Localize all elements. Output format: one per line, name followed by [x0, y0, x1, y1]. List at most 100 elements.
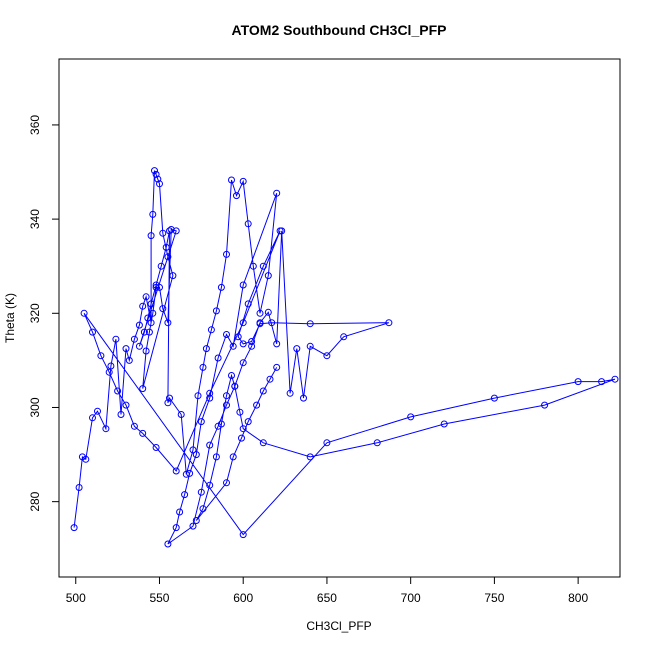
data-point: [159, 229, 167, 237]
data-point: [149, 309, 157, 317]
data-point: [147, 300, 155, 308]
data-point: [194, 392, 202, 400]
data-point: [172, 467, 180, 475]
data-point: [217, 420, 225, 428]
data-point: [197, 418, 205, 426]
data-point: [154, 175, 162, 183]
data-point: [164, 540, 172, 548]
data-point: [239, 359, 247, 367]
data-point: [151, 167, 158, 175]
series-line: [73, 170, 616, 545]
data-point: [286, 389, 294, 397]
data-point: [244, 418, 252, 426]
y-tick-label: 280: [28, 491, 42, 511]
data-point: [117, 411, 125, 418]
data-point: [214, 354, 222, 362]
data-point: [122, 345, 130, 353]
x-tick-label: 500: [66, 591, 86, 605]
data-point: [323, 439, 331, 447]
data-point: [206, 441, 214, 449]
data-point: [172, 227, 180, 235]
data-point: [152, 281, 160, 289]
x-axis-label: CH3Cl_PFP: [306, 619, 371, 633]
data-point: [139, 429, 147, 437]
data-point: [306, 320, 314, 328]
data-point: [189, 522, 197, 530]
x-tick-label: 700: [401, 591, 421, 605]
x-tick-label: 750: [484, 591, 504, 605]
data-point: [97, 352, 105, 360]
data-point: [182, 470, 190, 478]
data-point: [144, 314, 152, 322]
y-tick-label: 340: [28, 209, 42, 229]
data-point: [229, 342, 237, 350]
data-point: [223, 479, 230, 487]
data-point: [306, 342, 314, 350]
data-point: [152, 283, 160, 291]
data-point: [239, 281, 247, 289]
data-point: [223, 250, 230, 258]
data-point: [268, 319, 276, 327]
data-point: [239, 319, 247, 327]
data-point: [598, 378, 606, 386]
y-tick-label: 300: [28, 397, 42, 417]
data-point: [574, 378, 582, 386]
data-point: [236, 408, 244, 416]
data-point: [164, 319, 172, 327]
y-tick-label: 360: [28, 115, 42, 135]
data-point: [440, 420, 448, 428]
data-point: [231, 382, 239, 390]
x-tick-label: 550: [149, 591, 169, 605]
data-point: [89, 414, 96, 422]
data-point: [102, 425, 110, 433]
data-point: [105, 368, 113, 376]
data-point: [244, 300, 252, 308]
data-point: [147, 232, 155, 240]
series-polyline: [73, 170, 616, 545]
plot-frame: [58, 58, 621, 578]
data-point: [130, 422, 138, 430]
data-point: [234, 333, 242, 341]
data-point: [233, 192, 240, 200]
data-point: [164, 399, 172, 407]
data-point: [256, 320, 264, 328]
data-point: [373, 439, 381, 447]
data-point: [239, 340, 247, 348]
data-point: [199, 363, 207, 371]
data-point: [239, 531, 247, 539]
data-point: [122, 401, 130, 409]
data-point: [156, 180, 163, 188]
data-point: [490, 394, 498, 402]
data-point: [192, 517, 200, 524]
data-point: [82, 455, 90, 463]
data-point: [177, 411, 185, 418]
data-point: [94, 407, 101, 415]
data-point: [300, 394, 307, 402]
data-point: [212, 307, 220, 315]
data-point: [228, 372, 235, 379]
data-point: [176, 508, 184, 516]
data-point: [264, 308, 272, 316]
data-point: [162, 243, 170, 251]
data-point: [223, 331, 230, 338]
data-point: [611, 375, 619, 383]
series-points: [70, 167, 619, 548]
data-point: [130, 335, 138, 343]
data-point: [89, 328, 96, 336]
data-point: [253, 401, 261, 409]
data-point: [273, 189, 281, 197]
data-point: [159, 305, 167, 313]
data-point: [202, 345, 210, 353]
data-point: [306, 453, 314, 461]
data-point: [259, 387, 267, 395]
data-point: [112, 335, 120, 343]
data-point: [228, 176, 235, 184]
data-point: [164, 253, 172, 261]
x-tick-label: 600: [233, 591, 253, 605]
data-point: [114, 387, 122, 395]
data-point: [239, 177, 247, 185]
data-point: [186, 469, 194, 477]
data-point: [256, 309, 264, 317]
data-point: [273, 340, 281, 348]
